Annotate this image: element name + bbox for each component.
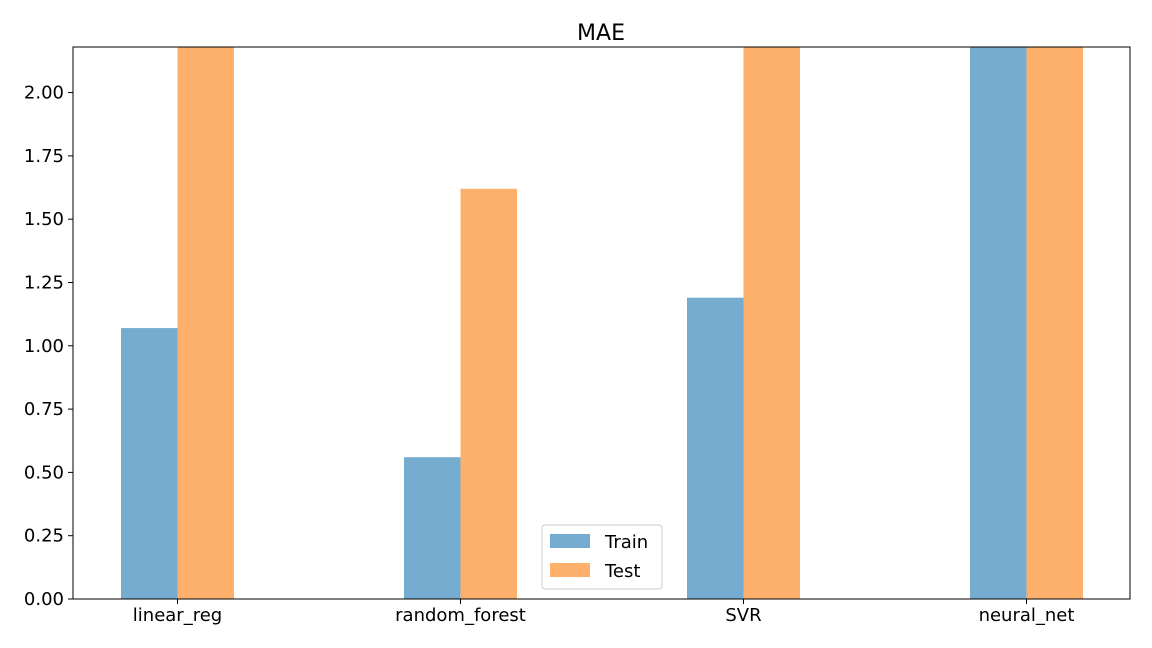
x-axis: linear_reg random_forest SVR neural_net [133, 599, 1075, 626]
legend-swatch-train [550, 534, 590, 548]
legend-label-train: Train [604, 532, 648, 553]
bar-test-random-forest [460, 188, 517, 600]
bars [121, 47, 1083, 600]
y-tick-label: 0.50 [24, 462, 64, 483]
legend-label-test: Test [604, 561, 640, 582]
x-tick-label: random_forest [395, 605, 526, 626]
bar-train-svr [687, 297, 744, 599]
y-tick-label: 1.75 [24, 146, 64, 167]
y-tick-label: 1.25 [24, 272, 64, 293]
bar-train-random-forest [404, 457, 461, 599]
chart-title: MAE [577, 21, 625, 46]
y-tick-label: 0.75 [24, 399, 64, 420]
y-tick-label: 0.25 [24, 526, 64, 547]
plot-frame [72, 46, 1131, 600]
x-tick-label: linear_reg [133, 605, 222, 626]
y-axis: 0.00 0.25 0.50 0.75 1.00 1.25 1.50 1.75 2.00 [24, 83, 73, 610]
legend-swatch-test [550, 563, 590, 577]
y-tick-label: 1.50 [24, 209, 64, 230]
y-tick-label: 2.00 [24, 83, 64, 104]
x-tick-label: neural_net [979, 605, 1075, 626]
bar-test-svr [743, 47, 800, 599]
y-tick-label: 1.00 [24, 336, 64, 357]
bar-train-linear-reg [121, 328, 178, 599]
bar-test-neural-net [1026, 47, 1083, 599]
bar-test-linear-reg [177, 47, 234, 599]
x-tick-label: SVR [725, 605, 761, 626]
legend: Train Test [541, 524, 663, 590]
y-tick-label: 0.00 [24, 589, 64, 610]
bar-train-neural-net [970, 47, 1027, 599]
